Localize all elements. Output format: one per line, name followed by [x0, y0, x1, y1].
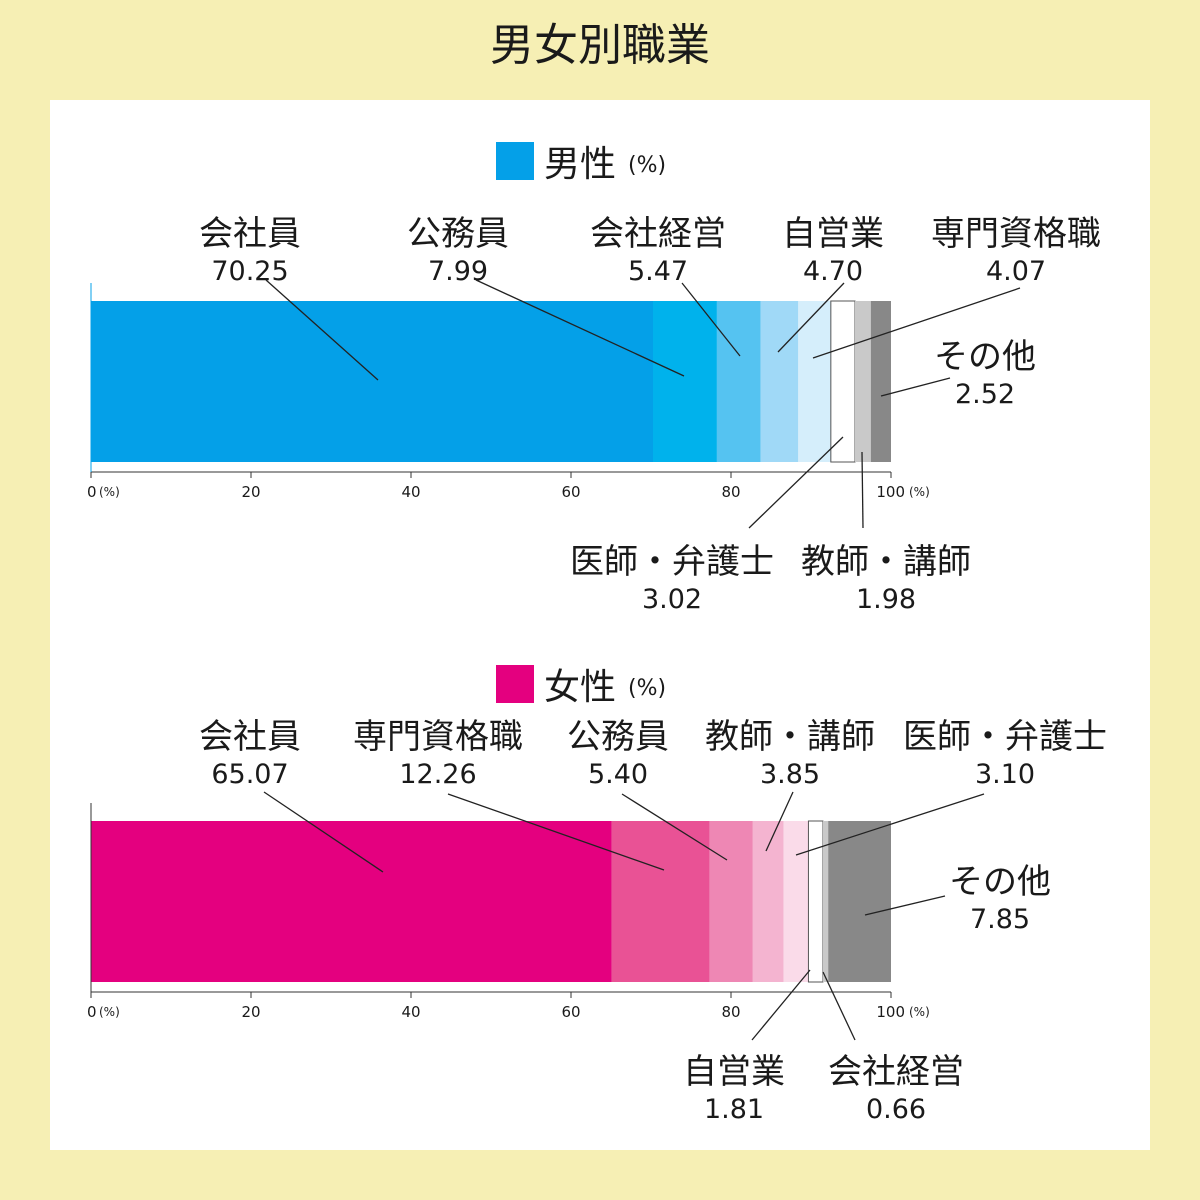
segment-value-label: 70.25 — [211, 256, 288, 287]
bar-segment — [828, 821, 891, 982]
bar-segment — [91, 301, 653, 462]
segment-label: 公務員 — [567, 717, 669, 757]
leader-line — [795, 793, 985, 856]
leader-line — [621, 793, 728, 861]
x-unit-label-right: (%) — [909, 1005, 930, 1019]
segment-value-label: 7.99 — [428, 256, 488, 287]
leader-line — [812, 287, 1021, 359]
segment-value-label: 4.07 — [986, 256, 1046, 287]
bar-segment — [807, 820, 824, 983]
segment-label: その他 — [949, 862, 1051, 902]
leader-line — [777, 282, 845, 353]
x-tick-label: 40 — [401, 483, 420, 501]
leader-line — [861, 451, 864, 529]
x-unit-label-right: (%) — [909, 485, 930, 499]
x-unit-label-left: (%) — [99, 485, 120, 499]
x-tick-label: 100 — [876, 1003, 905, 1021]
x-tick-label: 0 — [87, 1003, 97, 1021]
segment-value-label: 1.81 — [704, 1094, 764, 1125]
segment-value-label: 65.07 — [211, 759, 288, 790]
x-tick-label: 0 — [87, 483, 97, 501]
segment-value-label: 0.66 — [866, 1094, 926, 1125]
leader-line — [748, 436, 844, 529]
segment-label: 教師・講師 — [705, 717, 875, 757]
bar-segment — [855, 301, 871, 462]
segment-label: 会社経営 — [828, 1052, 964, 1092]
leader-line — [265, 279, 379, 381]
chart-panel: 男性 (%) 0 20 40 60 80 100 (%) (%) 会社員 70.25 公務員 7.99 会社… — [50, 100, 1150, 1150]
bar-segment — [611, 821, 710, 982]
x-tick-label: 60 — [561, 1003, 580, 1021]
leader-line — [822, 971, 856, 1041]
x-tick-label: 80 — [721, 1003, 740, 1021]
segment-label: 会社員 — [199, 214, 301, 254]
leader-line — [864, 895, 946, 916]
segment-label: 専門資格職 — [353, 717, 523, 757]
segment-value-label: 5.40 — [588, 759, 648, 790]
leader-line — [751, 969, 811, 1041]
legend-unit: (%) — [628, 153, 666, 178]
x-tick-label: 20 — [241, 1003, 260, 1021]
legend-label-male: 男性 — [544, 144, 616, 185]
chart-title: 男女別職業 — [490, 20, 710, 71]
segment-label: 会社経営 — [590, 214, 726, 254]
bar-segment — [752, 821, 784, 982]
segment-label: 自営業 — [782, 214, 884, 254]
segment-label: 専門資格職 — [931, 214, 1101, 254]
segment-value-label: 1.98 — [856, 584, 916, 615]
segment-value-label: 7.85 — [970, 904, 1030, 935]
x-tick-label: 40 — [401, 1003, 420, 1021]
leader-line — [447, 793, 665, 871]
segment-value-label: 3.02 — [642, 584, 702, 615]
segment-label: 医師・弁護士 — [570, 542, 774, 582]
segment-label: 自営業 — [683, 1052, 785, 1092]
x-tick-label: 80 — [721, 483, 740, 501]
x-tick-label: 100 — [876, 483, 905, 501]
legend-label-female: 女性 — [544, 667, 616, 708]
segment-value-label: 2.52 — [955, 379, 1015, 410]
legend-swatch-female — [496, 665, 534, 703]
bar-segment — [653, 301, 717, 462]
bar-segment — [91, 821, 612, 982]
segment-value-label: 4.70 — [803, 256, 863, 287]
bar-segment — [783, 821, 809, 982]
segment-value-label: 12.26 — [399, 759, 476, 790]
bar-segment — [830, 300, 856, 463]
segment-label: 医師・弁護士 — [903, 717, 1107, 757]
bar-segment — [822, 821, 829, 982]
bar-segment — [798, 301, 831, 462]
segment-label: 会社員 — [199, 717, 301, 757]
leader-line — [475, 279, 685, 377]
leader-line — [263, 791, 384, 873]
segment-value-label: 3.85 — [760, 759, 820, 790]
x-tick-label: 60 — [561, 483, 580, 501]
legend-swatch-male — [496, 142, 534, 180]
leader-line — [880, 377, 951, 397]
segment-label: その他 — [934, 337, 1036, 377]
legend-unit: (%) — [628, 676, 666, 701]
bar-segment — [709, 821, 753, 982]
bar-segment — [870, 301, 891, 462]
x-tick-label: 20 — [241, 483, 260, 501]
bar-segment — [760, 301, 799, 462]
bar-segment — [716, 301, 761, 462]
chart-svg: 男性 (%)0 20 40 60 80 100(%) (%)会社員70.25公務員7.99会社… — [87, 142, 1107, 1125]
segment-label: 教師・講師 — [801, 542, 971, 582]
leader-line — [765, 791, 794, 852]
x-unit-label-left: (%) — [99, 1005, 120, 1019]
segment-value-label: 3.10 — [975, 759, 1035, 790]
segment-value-label: 5.47 — [628, 256, 688, 287]
leader-line — [681, 282, 741, 357]
segment-label: 公務員 — [407, 214, 509, 254]
